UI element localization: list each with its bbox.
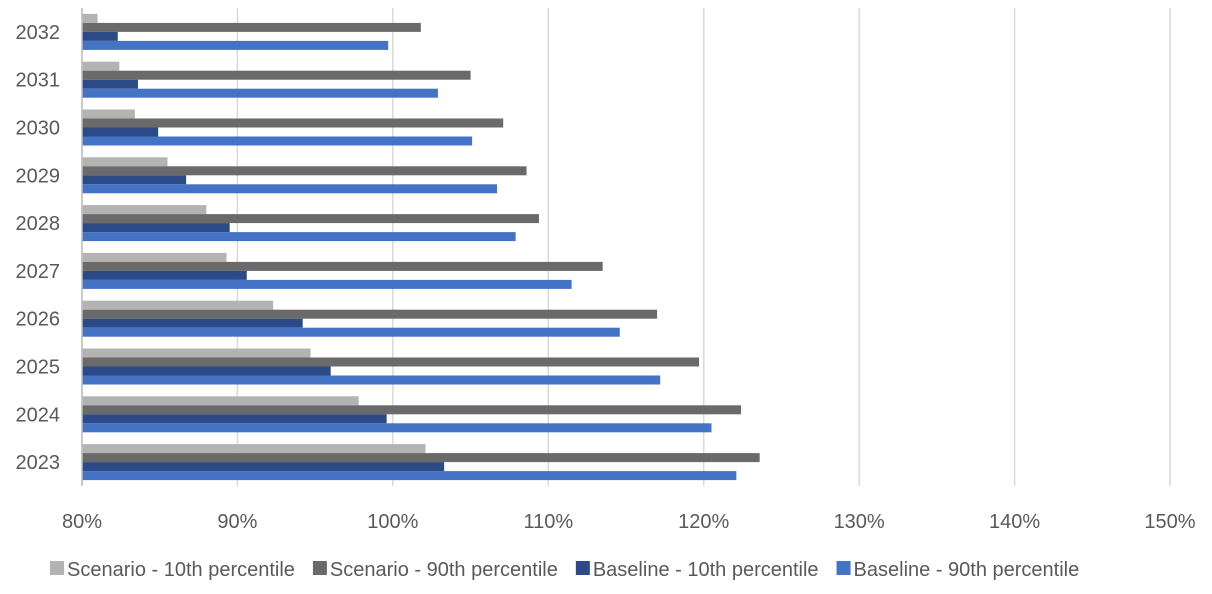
y-tick-label: 2029: [16, 165, 61, 187]
bar: [82, 205, 207, 215]
bar: [82, 453, 760, 463]
axes: 80% 90% 100% 110% 120% 130% 140% 150% 2023 2024 20…: [16, 8, 1196, 533]
legend-label: Scenario - 10th percentile: [67, 559, 295, 581]
bar: [82, 357, 700, 367]
x-tick-label: 120%: [678, 511, 729, 533]
bar: [82, 471, 737, 481]
bar: [82, 261, 603, 271]
legend-label: Scenario - 90th percentile: [330, 559, 558, 581]
y-tick-label: 2028: [16, 213, 61, 235]
legend-label: Baseline - 90th percentile: [854, 559, 1080, 581]
legend-item: Baseline - 10th percentile: [575, 559, 819, 581]
y-tick-label: 2031: [16, 70, 61, 92]
bar: [82, 88, 438, 98]
bar: [82, 444, 426, 454]
bar: [82, 375, 661, 385]
bar: [82, 22, 421, 32]
bar: [82, 223, 230, 233]
y-tick-label: 2026: [16, 309, 61, 331]
bar: [82, 31, 118, 41]
bar: [82, 157, 168, 167]
bar: [82, 462, 445, 472]
bar: [82, 348, 311, 358]
legend: Scenario - 10th percentile Scenario - 90t…: [50, 559, 1079, 581]
bar: [82, 366, 331, 376]
legend-label: Baseline - 10th percentile: [593, 559, 819, 581]
legend-item: Scenario - 10th percentile: [50, 559, 295, 581]
bar: [82, 61, 120, 71]
x-tick-label: 140%: [989, 511, 1040, 533]
legend-swatch: [50, 561, 64, 575]
bar: [82, 166, 527, 176]
bar: [82, 270, 247, 280]
y-tick-label: 2023: [16, 452, 61, 474]
bar: [82, 279, 572, 289]
legend-item: Scenario - 90th percentile: [312, 559, 558, 581]
bars: [82, 13, 760, 481]
bar: [82, 327, 620, 337]
bar: [82, 232, 516, 242]
x-tick-label: 90%: [217, 511, 257, 533]
bar: [82, 127, 159, 137]
bar: [82, 423, 712, 433]
bar: [82, 118, 504, 128]
y-tick-label: 2030: [16, 118, 61, 140]
x-tick-label: 130%: [834, 511, 885, 533]
x-tick-label: 150%: [1144, 511, 1195, 533]
x-tick-label: 80%: [62, 511, 102, 533]
bar: [82, 309, 658, 319]
y-tick-label: 2025: [16, 357, 61, 379]
bar: [82, 405, 742, 415]
bar: [82, 396, 359, 406]
bar: [82, 214, 539, 224]
gridlines: [81, 8, 1171, 486]
x-tick-label: 100%: [367, 511, 418, 533]
bar: [82, 300, 274, 310]
bar: [82, 109, 135, 119]
bar: [82, 318, 303, 328]
bar: [82, 184, 497, 194]
y-tick-label: 2032: [16, 22, 61, 44]
bar: [82, 70, 471, 80]
x-tick-label: 110%: [523, 511, 573, 533]
legend-swatch: [836, 561, 851, 575]
legend-item: Baseline - 90th percentile: [836, 559, 1080, 581]
legend-swatch: [575, 561, 590, 575]
bar: [82, 79, 138, 89]
y-tick-label: 2024: [16, 404, 61, 426]
bar: [82, 175, 187, 185]
legend-swatch: [312, 561, 327, 575]
bar: [82, 252, 227, 262]
bar: [82, 414, 387, 424]
y-tick-label: 2027: [16, 261, 61, 283]
bar: [82, 136, 473, 146]
bar: [82, 40, 389, 50]
bar: [82, 13, 98, 23]
